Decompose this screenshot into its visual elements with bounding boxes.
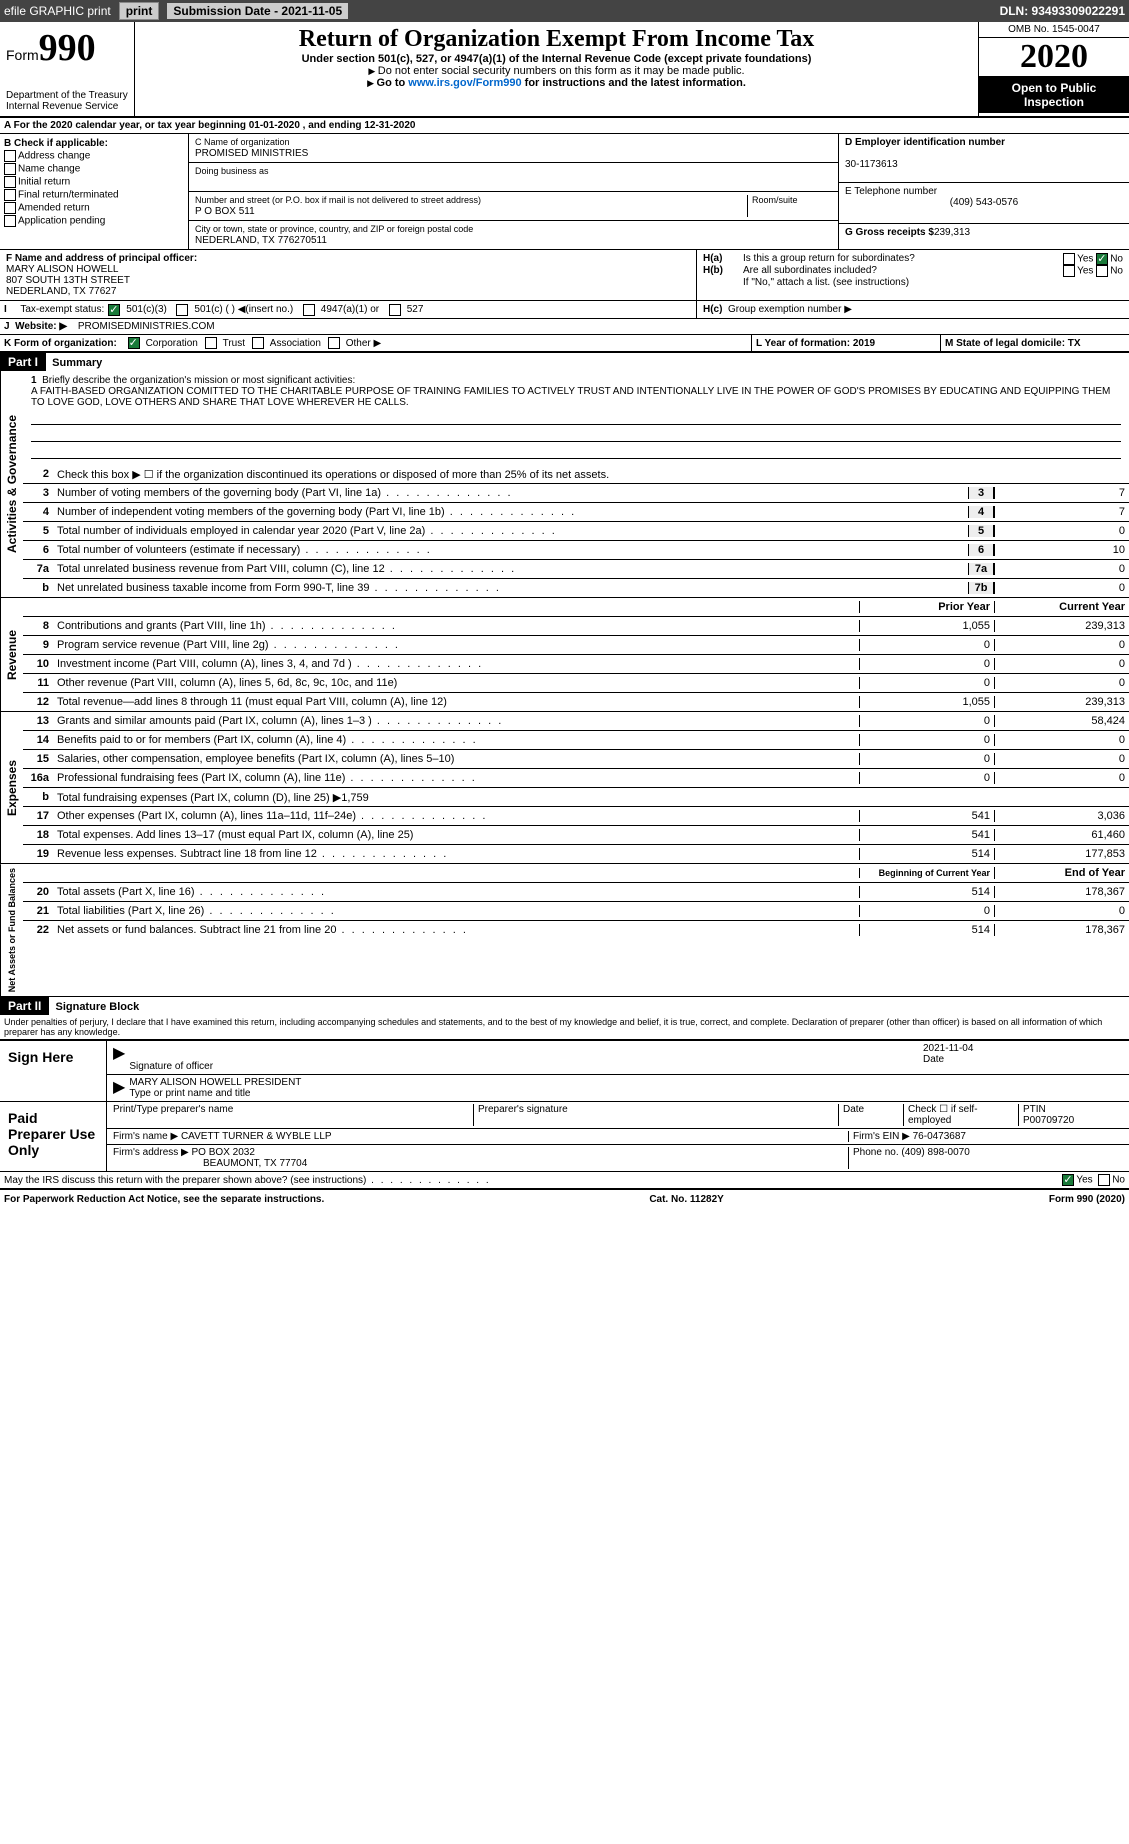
form-title: Return of Organization Exempt From Incom… [143, 26, 970, 53]
tax-year: 2020 [979, 38, 1129, 77]
org-address: P O BOX 511 [195, 206, 255, 217]
line7a-val: 0 [994, 563, 1129, 575]
declaration: Under penalties of perjury, I declare th… [0, 1015, 1129, 1039]
section-a: A For the 2020 calendar year, or tax yea… [0, 118, 1129, 134]
vlabel-governance: Activities & Governance [0, 371, 23, 597]
form-header: Form990 Department of the Treasury Inter… [0, 22, 1129, 118]
sign-here-label: Sign Here [0, 1041, 107, 1101]
part2-header: Part II Signature Block [0, 997, 1129, 1015]
section-d: D Employer identification number30-11736… [839, 134, 1129, 249]
cb-name[interactable]: Name change [4, 163, 184, 175]
cb-amended[interactable]: Amended return [4, 202, 184, 214]
dln: DLN: 93493309022291 [1000, 4, 1125, 18]
l22-end: 178,367 [994, 924, 1129, 936]
b-title: B Check if applicable: [4, 138, 184, 149]
open-to-public: Open to Public Inspection [979, 77, 1129, 113]
l8-prior: 1,055 [859, 620, 994, 632]
section-c: C Name of organizationPROMISED MINISTRIE… [189, 134, 839, 249]
line3-val: 7 [994, 487, 1129, 499]
officer-name-title: MARY ALISON HOWELL PRESIDENT [129, 1077, 301, 1088]
cb-pending[interactable]: Application pending [4, 215, 184, 227]
mission-block: 1 Briefly describe the organization's mi… [23, 371, 1129, 465]
efile-label: efile GRAPHIC print [4, 4, 111, 18]
section-i: I Tax-exempt status: 501(c)(3) 501(c) ( … [0, 301, 697, 318]
l8-cur: 239,313 [994, 620, 1129, 632]
section-m: M State of legal domicile: TX [941, 335, 1129, 351]
cb-address[interactable]: Address change [4, 150, 184, 162]
mission-text: A FAITH-BASED ORGANIZATION COMITTED TO T… [31, 386, 1110, 408]
dept-treasury: Department of the Treasury Internal Reve… [6, 90, 128, 112]
officer-name: MARY ALISON HOWELL [6, 264, 118, 275]
top-bar: efile GRAPHIC print print Submission Dat… [0, 0, 1129, 22]
firm-name: CAVETT TURNER & WYBLE LLP [181, 1131, 332, 1142]
cb-final[interactable]: Final return/terminated [4, 189, 184, 201]
l19-cur: 177,853 [994, 848, 1129, 860]
section-h: H(a)Is this a group return for subordina… [697, 250, 1129, 300]
form-subtitle: Under section 501(c), 527, or 4947(a)(1)… [143, 53, 970, 65]
ptin: P00709720 [1023, 1115, 1074, 1126]
ein: 30-1173613 [845, 159, 898, 170]
l20-begin: 514 [859, 886, 994, 898]
section-k: K Form of organization: Corporation Trus… [0, 335, 752, 351]
page-footer: For Paperwork Reduction Act Notice, see … [0, 1189, 1129, 1209]
section-hc: H(c) Group exemption number ▶ [697, 301, 1129, 318]
firm-ein: 76-0473687 [913, 1131, 966, 1142]
submission-date: Submission Date - 2021-11-05 [167, 3, 348, 19]
dba-label: Doing business as [195, 166, 269, 176]
line4-val: 7 [994, 506, 1129, 518]
irs-link[interactable]: www.irs.gov/Form990 [408, 77, 521, 89]
l12-prior: 1,055 [859, 696, 994, 708]
section-j: J Website: ▶ PROMISEDMINISTRIES.COM [0, 319, 1129, 335]
form-number: Form990 [6, 26, 128, 70]
ssn-note: Do not enter social security numbers on … [143, 65, 970, 77]
website: PROMISEDMINISTRIES.COM [78, 321, 215, 332]
org-name: PROMISED MINISTRIES [195, 148, 308, 159]
prep-phone: (409) 898-0070 [901, 1147, 969, 1158]
phone: (409) 543-0576 [845, 197, 1123, 208]
section-f: F Name and address of principal officer:… [0, 250, 697, 300]
section-b: B Check if applicable: Address change Na… [0, 134, 189, 249]
omb-number: OMB No. 1545-0047 [979, 22, 1129, 38]
section-l: L Year of formation: 2019 [752, 335, 941, 351]
org-city: NEDERLAND, TX 776270511 [195, 235, 327, 246]
line6-val: 10 [994, 544, 1129, 556]
l19-prior: 514 [859, 848, 994, 860]
vlabel-expenses: Expenses [0, 712, 23, 863]
line7b-val: 0 [994, 582, 1129, 594]
print-button[interactable]: print [119, 2, 160, 20]
link-note: Go to www.irs.gov/Form990 for instructio… [143, 77, 970, 89]
discuss-row: May the IRS discuss this return with the… [0, 1172, 1129, 1189]
l12-cur: 239,313 [994, 696, 1129, 708]
cb-initial[interactable]: Initial return [4, 176, 184, 188]
line5-val: 0 [994, 525, 1129, 537]
l22-begin: 514 [859, 924, 994, 936]
part1-header: Part I Summary [0, 353, 1129, 371]
sig-date: 2021-11-04 [923, 1043, 973, 1054]
gross-receipts: 239,313 [934, 227, 970, 238]
paid-preparer-label: Paid Preparer Use Only [0, 1102, 107, 1171]
l20-end: 178,367 [994, 886, 1129, 898]
firm-addr: PO BOX 2032 [192, 1147, 255, 1158]
vlabel-netassets: Net Assets or Fund Balances [0, 864, 23, 996]
vlabel-revenue: Revenue [0, 598, 23, 711]
